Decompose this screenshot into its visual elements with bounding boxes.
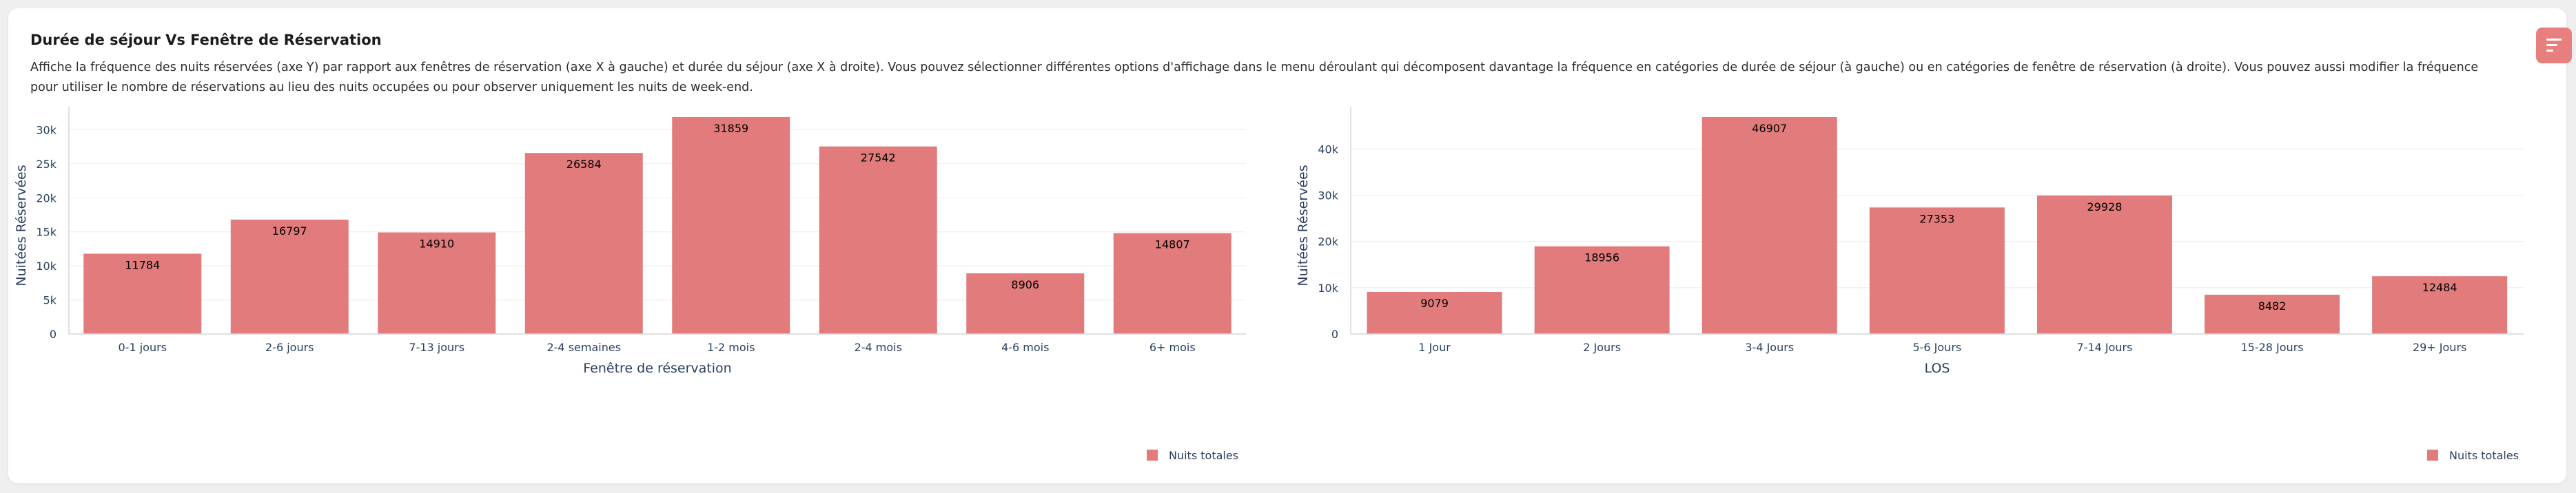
bar-value-label: 27353 [1919,212,1954,225]
y-tick-label: 15k [36,226,57,239]
bar-value-label: 26584 [566,158,602,171]
bar[interactable] [230,219,349,334]
x-axis-title: Fenêtre de réservation [583,361,731,376]
bar-value-label: 27542 [861,151,896,165]
y-tick-label: 0 [50,328,57,341]
length-of-stay-chart: 0 10k 20k 30k 40k 9079 1 Jour 18956 2 Jours 46907… [1296,107,2524,462]
legend-swatch[interactable] [1147,450,1158,461]
bar[interactable] [378,232,496,334]
bar-value-label: 29928 [2087,200,2122,213]
y-tick-label: 40k [1318,143,1338,156]
x-tick-label: 15-28 Jours [2240,341,2303,354]
bar[interactable] [1701,117,1837,334]
y-tick-label: 0 [1331,328,1338,341]
bar-value-label: 8482 [2258,300,2287,313]
bar-value-label: 8906 [1011,278,1039,291]
x-tick-label: 2-4 semaines [546,341,621,354]
legend-label[interactable]: Nuits totales [1169,449,1238,462]
y-axis-title: Nuitées Réservées [14,165,29,286]
y-tick-label: 10k [36,260,57,273]
filter-lines-icon[interactable] [2536,28,2572,63]
x-tick-label: 29+ Jours [2413,341,2466,354]
x-tick-label: 2-4 mois [855,341,902,354]
bar-value-label: 11784 [125,258,160,271]
x-tick-label: 6+ mois [1149,341,1196,354]
chart-description: Affiche la fréquence des nuits réservées… [30,61,2479,94]
y-tick-label: 20k [1318,235,1338,249]
bar-value-label: 18956 [1584,251,1619,264]
booking-window-chart: 0 5k 10k 15k 20k 25k 30k 11784 0-1 jours 16797 2-6… [14,107,1246,462]
y-axis-title: Nuitées Réservées [1296,165,1311,286]
x-tick-label: 2-6 jours [265,341,314,354]
bar[interactable] [672,117,790,334]
bar[interactable] [1869,207,2005,334]
x-axis-title: LOS [1925,361,1950,376]
bar[interactable] [966,273,1085,334]
bar[interactable] [1113,233,1231,334]
bar[interactable] [83,253,202,334]
bar-value-label: 31859 [713,122,748,135]
bar[interactable] [524,153,643,335]
x-tick-label: 2 Jours [1583,341,1621,354]
bar-value-label: 12484 [2422,281,2457,294]
bar-value-label: 9079 [1420,297,1449,310]
bar-value-label: 14910 [419,238,454,251]
page-title: Durée de séjour Vs Fenêtre de Réservatio… [30,32,382,48]
bar[interactable] [819,146,937,335]
y-tick-label: 10k [1318,282,1338,295]
x-tick-label: 1-2 mois [707,341,755,354]
bar[interactable] [1367,292,1502,334]
legend-label[interactable]: Nuits totales [2449,449,2519,462]
bar-value-label: 14807 [1155,238,1190,251]
x-tick-label: 4-6 mois [1001,341,1049,354]
x-tick-label: 3-4 Jours [1745,341,1794,354]
y-tick-label: 30k [1318,189,1338,202]
y-tick-label: 30k [36,123,57,136]
bar[interactable] [2372,276,2508,334]
bar[interactable] [2205,295,2340,334]
x-tick-label: 0-1 jours [118,341,167,354]
x-tick-label: 7-14 Jours [2076,341,2132,354]
y-tick-label: 20k [36,191,57,204]
bar[interactable] [1534,246,1670,334]
legend-swatch[interactable] [2427,450,2438,461]
x-tick-label: 7-13 jours [409,341,464,354]
x-tick-label: 1 Jour [1418,341,1451,354]
x-tick-label: 5-6 Jours [1912,341,1961,354]
bar-value-label: 16797 [272,224,307,238]
y-tick-label: 5k [43,294,57,307]
bar[interactable] [2036,196,2172,334]
y-tick-label: 25k [36,158,57,171]
bar-value-label: 46907 [1752,122,1787,135]
